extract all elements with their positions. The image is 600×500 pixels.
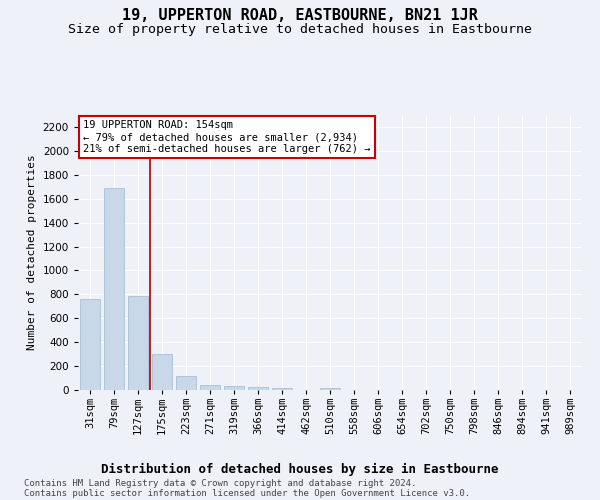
Text: Size of property relative to detached houses in Eastbourne: Size of property relative to detached ho… [68,22,532,36]
Bar [104,188,124,390]
Text: Contains HM Land Registry data © Crown copyright and database right 2024.
Contai: Contains HM Land Registry data © Crown c… [24,479,470,498]
Bar [80,299,100,390]
Bar [128,296,148,390]
Bar [224,386,244,390]
Text: 19, UPPERTON ROAD, EASTBOURNE, BN21 1JR: 19, UPPERTON ROAD, EASTBOURNE, BN21 1JR [122,8,478,22]
Bar [320,388,340,390]
Bar [272,388,292,390]
Bar [152,354,172,390]
Bar [200,384,220,390]
Text: Distribution of detached houses by size in Eastbourne: Distribution of detached houses by size … [101,462,499,475]
Y-axis label: Number of detached properties: Number of detached properties [27,154,37,350]
Text: 19 UPPERTON ROAD: 154sqm
← 79% of detached houses are smaller (2,934)
21% of sem: 19 UPPERTON ROAD: 154sqm ← 79% of detach… [83,120,371,154]
Bar [176,376,196,390]
Bar [248,386,268,390]
